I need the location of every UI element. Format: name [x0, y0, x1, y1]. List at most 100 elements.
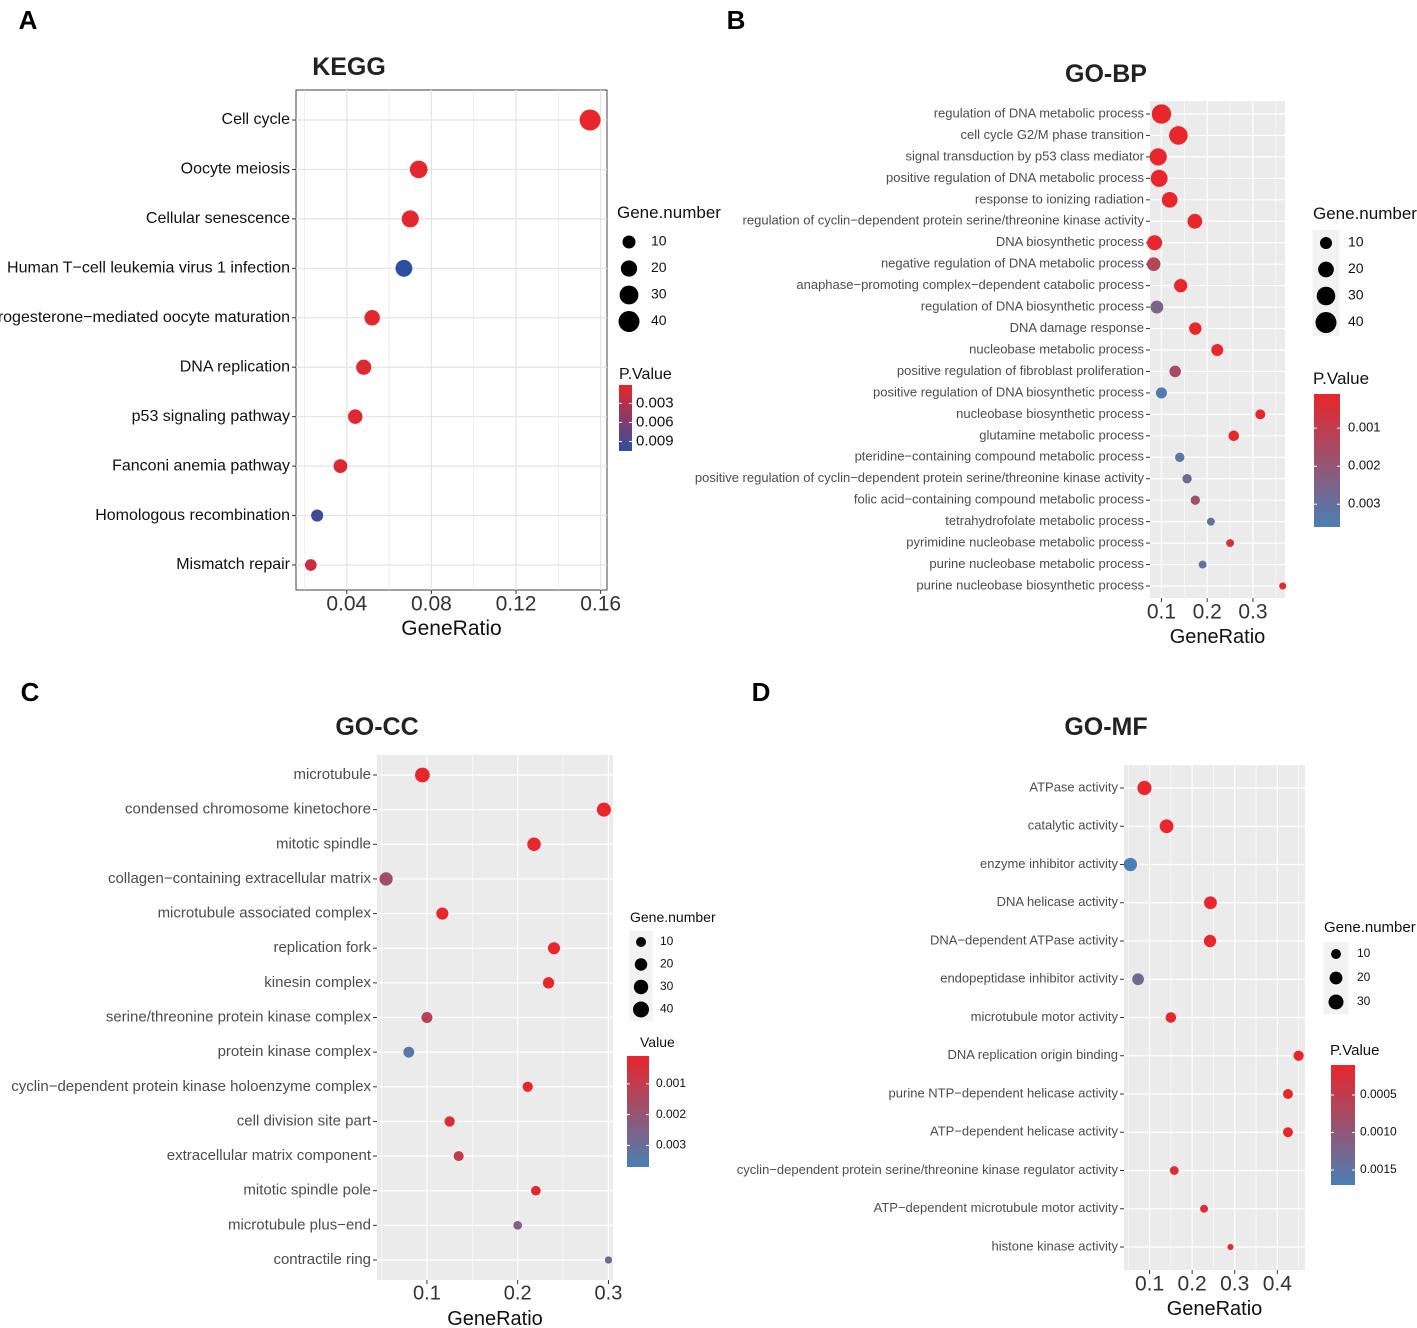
category-label: cyclin−dependent protein kinase holoenzy…	[11, 1078, 371, 1095]
data-point	[1165, 1012, 1177, 1023]
x-tick-label: 0.1	[1135, 1272, 1164, 1295]
x-tick-label: 0.3	[1220, 1272, 1249, 1295]
data-point	[311, 509, 324, 522]
data-point	[1137, 780, 1152, 796]
size-legend-label: 10	[1357, 946, 1371, 960]
data-point	[1206, 517, 1215, 526]
category-label: regulation of DNA biosynthetic process	[921, 299, 1145, 314]
category-label: purine nucleobase biosynthetic process	[916, 577, 1144, 592]
data-point	[1150, 300, 1164, 314]
chart-title: GO-BP	[1065, 60, 1147, 88]
color-legend-bar	[619, 385, 632, 451]
data-point	[1159, 819, 1174, 834]
size-legend-label: 40	[660, 1002, 674, 1016]
data-point	[401, 210, 419, 228]
category-label: Progesterone−mediated oocyte maturation	[0, 309, 290, 326]
chart-title: KEGG	[312, 53, 386, 81]
data-point	[1189, 322, 1202, 335]
panel-label: C	[21, 677, 40, 707]
data-point	[1123, 857, 1138, 872]
size-legend-key	[1331, 949, 1341, 959]
size-legend-key	[622, 235, 636, 249]
panel-label: A	[19, 5, 38, 35]
color-legend-title: P.Value	[1330, 1042, 1380, 1059]
category-label: negative regulation of DNA metabolic pro…	[881, 256, 1145, 271]
color-legend-bar	[1331, 1065, 1355, 1185]
category-label: response to ionizing radiation	[975, 191, 1144, 206]
category-label: positive regulation of cyclin−dependent …	[695, 470, 1145, 485]
data-point	[596, 802, 611, 817]
category-label: enzyme inhibitor activity	[980, 856, 1118, 871]
data-point	[1203, 934, 1217, 948]
data-point	[1151, 104, 1172, 124]
data-point	[522, 1081, 533, 1092]
data-point	[527, 837, 541, 852]
color-legend-title: Value	[640, 1034, 675, 1050]
category-label: microtubule associated complex	[158, 905, 372, 922]
x-tick-label: 0.3	[1238, 600, 1267, 623]
data-point	[1174, 279, 1188, 293]
color-legend-label: 0.003	[1348, 496, 1381, 511]
data-point	[1161, 191, 1178, 208]
category-label: pteridine−containing compound metabolic …	[855, 449, 1145, 464]
data-point	[1187, 213, 1203, 229]
category-label: extracellular matrix component	[167, 1147, 372, 1164]
size-legend-key	[633, 1001, 649, 1018]
panel-label: D	[752, 677, 771, 707]
size-legend-label: 20	[660, 957, 674, 971]
data-point	[542, 977, 555, 989]
color-legend-label: 0.001	[1348, 420, 1381, 435]
color-legend-label: 0.0010	[1360, 1125, 1397, 1139]
data-point	[1132, 973, 1144, 986]
data-point	[1283, 1127, 1293, 1138]
size-legend-key	[620, 260, 638, 277]
x-tick-label: 0.04	[326, 592, 367, 615]
x-axis-label: GeneRatio	[1170, 626, 1266, 648]
size-legend-key	[1316, 286, 1336, 306]
size-legend-label: 20	[651, 259, 667, 275]
x-axis-label: GeneRatio	[401, 617, 501, 640]
category-label: kinesin complex	[264, 974, 371, 991]
panel-a: A KEGG Cell cycle Oocyte meiosis Cellular se…	[0, 5, 721, 640]
data-point	[1283, 1089, 1293, 1099]
size-legend-label: 10	[1348, 234, 1364, 250]
x-tick-label: 0.2	[1178, 1272, 1207, 1295]
category-label: Fanconi anemia pathway	[112, 457, 290, 474]
data-point	[1169, 365, 1181, 378]
data-point	[1200, 1204, 1209, 1213]
size-legend-key	[1318, 261, 1334, 278]
panel-c: C GO-CC microtubule condensed chromosome ki…	[11, 677, 716, 1328]
data-point	[395, 259, 413, 277]
category-label: Homologous recombination	[95, 507, 290, 524]
category-label: histone kinase activity	[992, 1238, 1119, 1253]
size-legend-key	[633, 979, 649, 995]
color-legend-label: 0.002	[1348, 458, 1381, 473]
x-tick-label: 0.1	[1147, 600, 1176, 623]
size-legend-label: 20	[1357, 970, 1371, 984]
data-point	[333, 459, 348, 473]
category-label: Cellular senescence	[146, 210, 290, 227]
data-point	[1204, 896, 1217, 910]
size-legend-title: Gene.number	[617, 203, 721, 222]
size-legend-label: 20	[1348, 260, 1364, 276]
data-point	[531, 1185, 541, 1196]
category-label: signal transduction by p53 class mediato…	[906, 148, 1145, 163]
data-point	[1226, 539, 1235, 548]
data-point	[379, 872, 393, 886]
data-point	[436, 907, 449, 920]
panel-d: D GO-MF ATPase activity catalytic activity e…	[737, 677, 1416, 1320]
category-label: DNA biosynthetic process	[996, 234, 1145, 249]
category-label: DNA damage response	[1010, 320, 1144, 335]
data-point	[304, 559, 317, 571]
x-tick-label: 0.16	[580, 592, 621, 615]
data-point	[1169, 126, 1188, 145]
data-point	[1198, 560, 1207, 569]
size-legend-title: Gene.number	[1324, 919, 1416, 936]
size-legend-key	[618, 311, 640, 332]
x-axis-label: GeneRatio	[1167, 1298, 1263, 1320]
data-point	[444, 1116, 455, 1127]
panel-b: B GO-BP regulation of DNA metabolic proces…	[695, 5, 1417, 648]
color-legend-label: 0.0005	[1360, 1087, 1397, 1101]
category-label: condensed chromosome kinetochore	[125, 801, 371, 818]
category-label: ATP−dependent microtubule motor activity	[874, 1200, 1119, 1215]
